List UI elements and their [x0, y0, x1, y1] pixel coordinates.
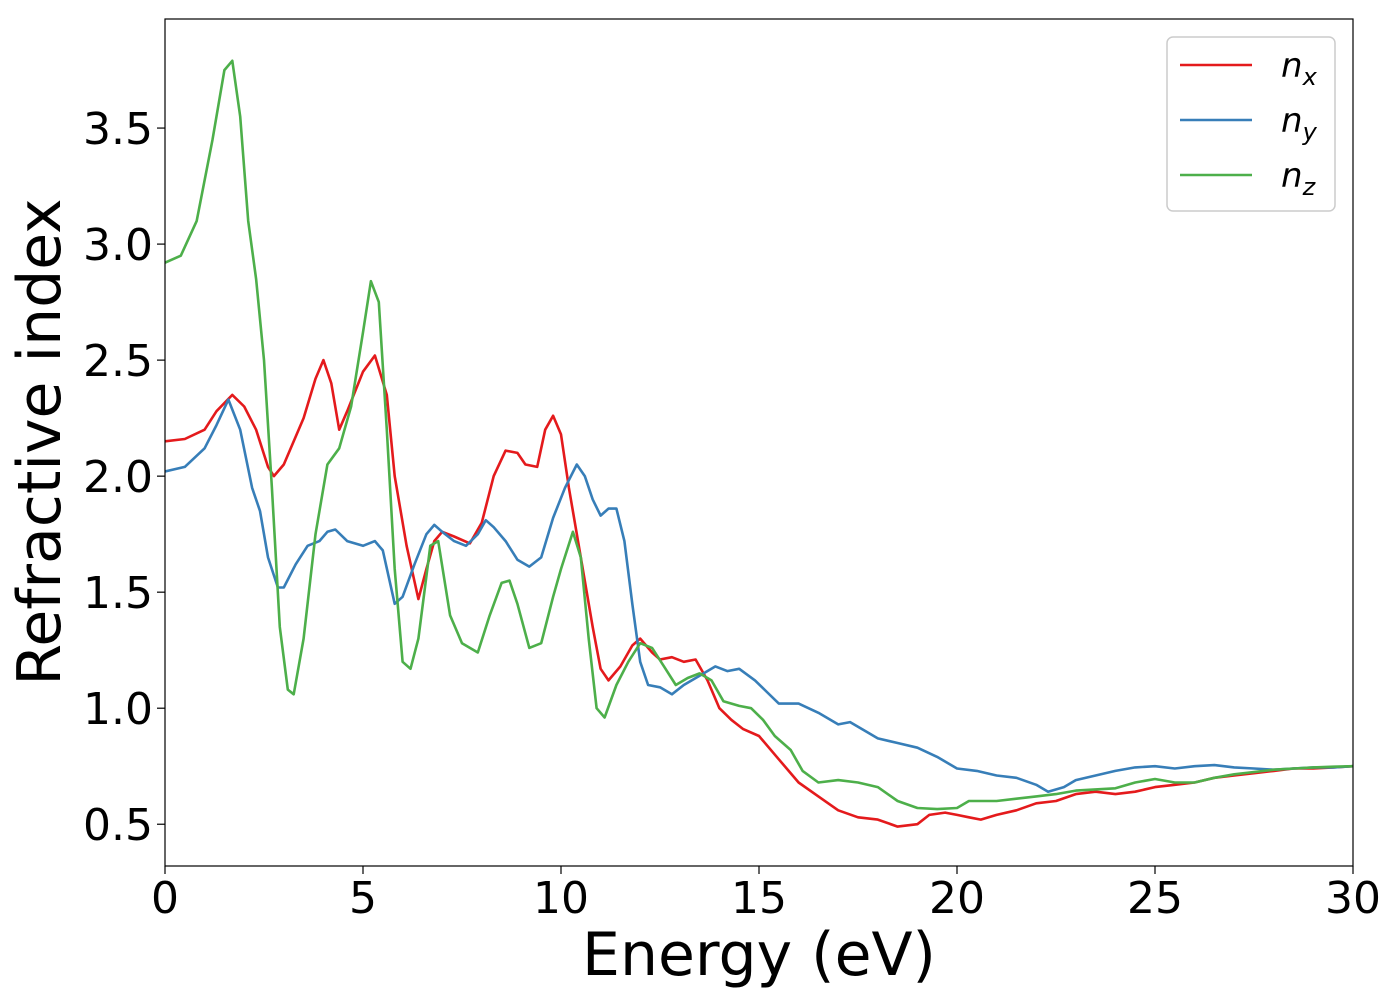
legend-label-x: nx — [1281, 46, 1318, 91]
y-tick-label: 3.5 — [83, 104, 153, 155]
x-tick-label: 15 — [731, 873, 787, 924]
series-layer — [165, 59, 1353, 828]
series-line-y — [165, 398, 1353, 793]
x-tick-label: 0 — [151, 873, 179, 924]
y-axis-label: Refractive index — [5, 198, 75, 685]
x-tick-label: 5 — [349, 873, 377, 924]
x-tick-label: 10 — [533, 873, 589, 924]
x-axis-label: Energy (eV) — [582, 920, 936, 990]
y-tick-label: 1.0 — [83, 684, 153, 735]
y-tick-label: 2.5 — [83, 336, 153, 387]
y-tick-label: 2.0 — [83, 452, 153, 503]
y-tick-label: 3.0 — [83, 220, 153, 271]
series-line-z — [165, 59, 1353, 811]
x-tick-label: 20 — [929, 873, 985, 924]
x-axis-ticks: 0 5 10 15 20 25 30 — [151, 866, 1381, 924]
y-tick-label: 0.5 — [83, 800, 153, 851]
y-tick-label: 1.5 — [83, 568, 153, 619]
legend: nx ny nz — [1166, 36, 1336, 212]
y-axis-ticks: 0.5 1.0 1.5 2.0 2.5 3.0 3.5 — [83, 104, 165, 851]
x-tick-label: 30 — [1325, 873, 1381, 924]
legend-label-y: ny — [1281, 101, 1318, 146]
x-tick-label: 25 — [1127, 873, 1183, 924]
legend-label-z: nz — [1281, 156, 1317, 201]
legend-box — [1166, 36, 1336, 212]
